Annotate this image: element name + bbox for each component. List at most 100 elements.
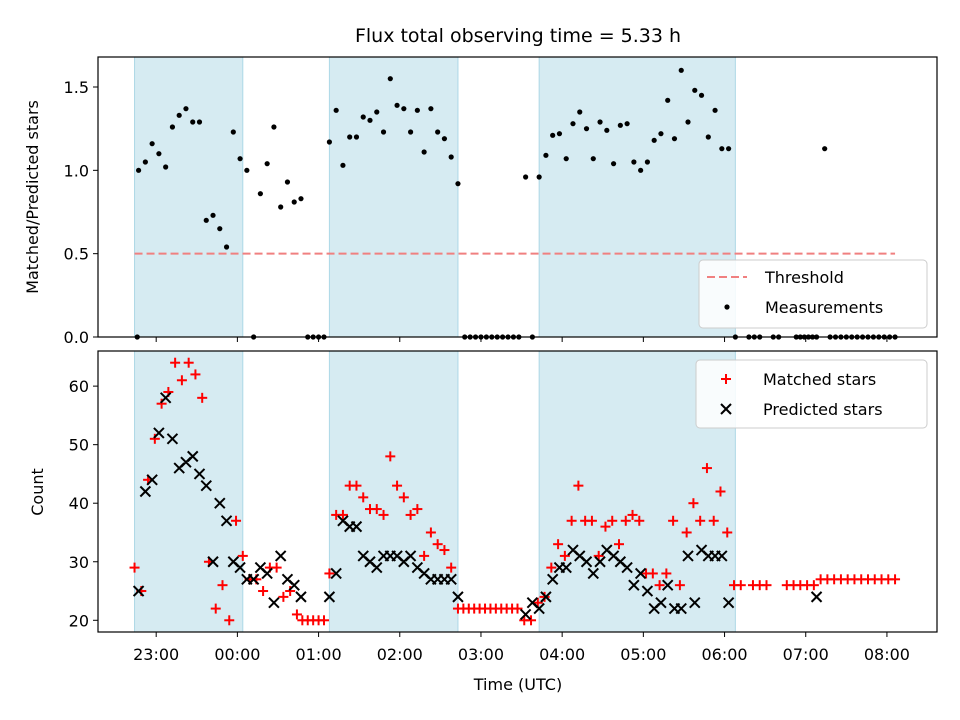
predicted-star-stroke-b bbox=[153, 427, 165, 439]
predicted-star-stroke-b bbox=[371, 561, 383, 574]
matched-star-point bbox=[412, 504, 423, 515]
predicted-star-stroke-b bbox=[391, 550, 403, 562]
matched-star-point bbox=[156, 398, 167, 409]
measurement-point bbox=[651, 137, 657, 143]
predicted-star-point bbox=[132, 585, 145, 597]
matched-star-point bbox=[647, 568, 658, 579]
predicted-star-point bbox=[634, 567, 647, 580]
predicted-star-stroke-b bbox=[288, 579, 300, 591]
matched-star-point bbox=[318, 615, 329, 626]
measurement-point bbox=[326, 139, 333, 145]
predicted-star-point bbox=[587, 567, 599, 580]
matched-star-point bbox=[695, 515, 706, 526]
predicted-star-point bbox=[594, 556, 606, 568]
predicted-star-stroke-b bbox=[227, 556, 240, 568]
predicted-star-stroke-b bbox=[234, 561, 246, 574]
predicted-star-stroke-b bbox=[247, 573, 260, 586]
shaded-interval bbox=[328, 56, 459, 338]
predicted-star-stroke-b bbox=[621, 561, 633, 574]
matched-star-point bbox=[278, 591, 289, 602]
measurement-point bbox=[523, 174, 529, 180]
matched-star-point bbox=[371, 504, 382, 515]
predicted-star-point bbox=[689, 597, 701, 609]
predicted-star-stroke-b bbox=[655, 597, 667, 609]
measurement-point bbox=[217, 226, 223, 232]
predicted-star-stroke-b bbox=[214, 497, 226, 509]
predicted-star-stroke-b bbox=[628, 579, 640, 591]
predicted-star-point bbox=[295, 591, 307, 603]
x-tick-label: 04:00 bbox=[539, 645, 585, 664]
matched-star-point bbox=[661, 568, 672, 579]
predicted-star-point bbox=[580, 556, 593, 568]
predicted-star-point bbox=[247, 573, 260, 586]
predicted-star-stroke-b bbox=[132, 585, 145, 597]
measurement-point bbox=[163, 164, 169, 170]
x-tick-label: 06:00 bbox=[701, 645, 747, 664]
predicted-star-point bbox=[540, 591, 552, 603]
matched-star-point bbox=[425, 527, 436, 538]
matched-star-point bbox=[439, 545, 450, 556]
measurement-point bbox=[367, 117, 373, 123]
predicted-star-point bbox=[200, 479, 212, 492]
measurement-point bbox=[698, 92, 705, 98]
predicted-star-point bbox=[323, 591, 336, 603]
matched-star-point bbox=[271, 562, 282, 573]
measurement-point bbox=[726, 146, 732, 152]
matched-star-point bbox=[237, 550, 248, 561]
matched-star-point bbox=[573, 480, 584, 491]
matched-star-point bbox=[285, 586, 296, 597]
matched-star-point bbox=[890, 574, 901, 585]
measurement-point bbox=[624, 121, 630, 127]
matched-star-point bbox=[654, 580, 665, 591]
measurement-point bbox=[692, 87, 698, 93]
predicted-star-point bbox=[560, 561, 572, 574]
y-axis-label-bottom: Count bbox=[28, 468, 47, 516]
predicted-star-stroke-b bbox=[662, 579, 674, 591]
measurement-point bbox=[223, 244, 230, 250]
shaded-interval bbox=[328, 350, 459, 633]
predicted-star-point bbox=[452, 591, 464, 603]
legend-threshold-label: Threshold bbox=[764, 268, 844, 287]
matched-star-point bbox=[613, 539, 624, 550]
predicted-star-point bbox=[628, 579, 640, 591]
measurement-point bbox=[590, 156, 596, 162]
predicted-star-point bbox=[207, 556, 219, 568]
predicted-star-point bbox=[193, 468, 206, 480]
measurement-point bbox=[671, 136, 678, 142]
x-tick-label: 00:00 bbox=[214, 645, 260, 664]
legend-predicted-swatch-b bbox=[720, 403, 732, 415]
matched-star-point bbox=[351, 480, 362, 491]
predicted-star-stroke-b bbox=[418, 567, 430, 580]
measurement-point bbox=[428, 106, 434, 112]
predicted-star-point bbox=[166, 433, 179, 445]
predicted-star-stroke-b bbox=[200, 479, 212, 492]
x-tick-label: 03:00 bbox=[458, 645, 504, 664]
matched-star-point bbox=[808, 580, 819, 591]
predicted-star-stroke-b bbox=[526, 597, 539, 609]
measurement-point bbox=[387, 76, 393, 82]
predicted-star-stroke-b bbox=[146, 474, 158, 486]
predicted-star-stroke-b bbox=[722, 597, 735, 609]
measurement-point bbox=[374, 109, 380, 115]
measurement-point bbox=[407, 129, 414, 135]
matched-star-point bbox=[566, 515, 577, 526]
predicted-star-stroke-b bbox=[641, 585, 654, 597]
measurement-point bbox=[543, 152, 549, 158]
predicted-star-stroke-b bbox=[323, 591, 336, 603]
measurement-point bbox=[563, 156, 569, 162]
measurement-point bbox=[435, 129, 441, 135]
matched-star-point bbox=[586, 515, 597, 526]
matched-star-point bbox=[405, 509, 416, 520]
top-panel: 0.0 0.5 1.0 1.5 Threshold Measurements bbox=[64, 56, 938, 347]
measurement-point bbox=[577, 109, 583, 115]
matched-star-point bbox=[149, 433, 160, 444]
predicted-star-point bbox=[153, 427, 165, 439]
measurement-point bbox=[822, 146, 828, 152]
predicted-star-point bbox=[214, 497, 226, 509]
legend-matched-label: Matched stars bbox=[763, 370, 876, 389]
predicted-star-stroke-b bbox=[357, 550, 369, 562]
predicted-star-point bbox=[274, 550, 287, 562]
measurement-point bbox=[196, 119, 203, 125]
measurement-point bbox=[284, 179, 291, 185]
measurement-point bbox=[550, 132, 556, 138]
